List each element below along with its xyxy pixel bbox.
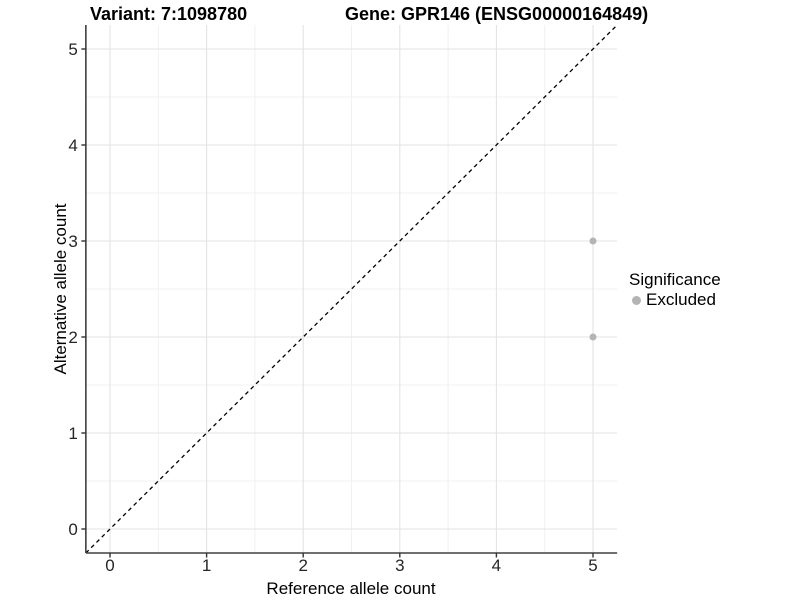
x-tick-label: 5	[588, 556, 597, 575]
data-point	[589, 333, 597, 341]
y-tick-label: 5	[68, 40, 77, 59]
x-tick-label: 2	[298, 556, 307, 575]
data-point	[589, 237, 597, 245]
x-axis-title: Reference allele count	[266, 579, 436, 598]
legend-point-icon	[632, 295, 641, 305]
y-tick-label: 4	[68, 136, 77, 155]
gene-title: Gene: GPR146 (ENSG00000164849)	[345, 4, 649, 24]
y-tick-label: 0	[68, 520, 77, 539]
legend-item-excluded: Excluded	[632, 291, 721, 309]
legend-item-label: Excluded	[646, 290, 716, 309]
variant-title: Variant: 7:1098780	[90, 4, 248, 24]
identity-line	[85, 24, 618, 554]
y-axis-title: Alternative allele count	[51, 203, 70, 375]
x-tick-label: 1	[202, 556, 211, 575]
y-tick-label: 1	[68, 424, 77, 443]
x-tick-label: 3	[395, 556, 404, 575]
x-tick-label: 0	[105, 556, 114, 575]
legend: Significance Excluded	[629, 270, 721, 309]
legend-title: Significance	[629, 270, 721, 289]
x-tick-label: 4	[492, 556, 501, 575]
y-tick-label: 2	[68, 328, 77, 347]
y-tick-label: 3	[68, 232, 77, 251]
